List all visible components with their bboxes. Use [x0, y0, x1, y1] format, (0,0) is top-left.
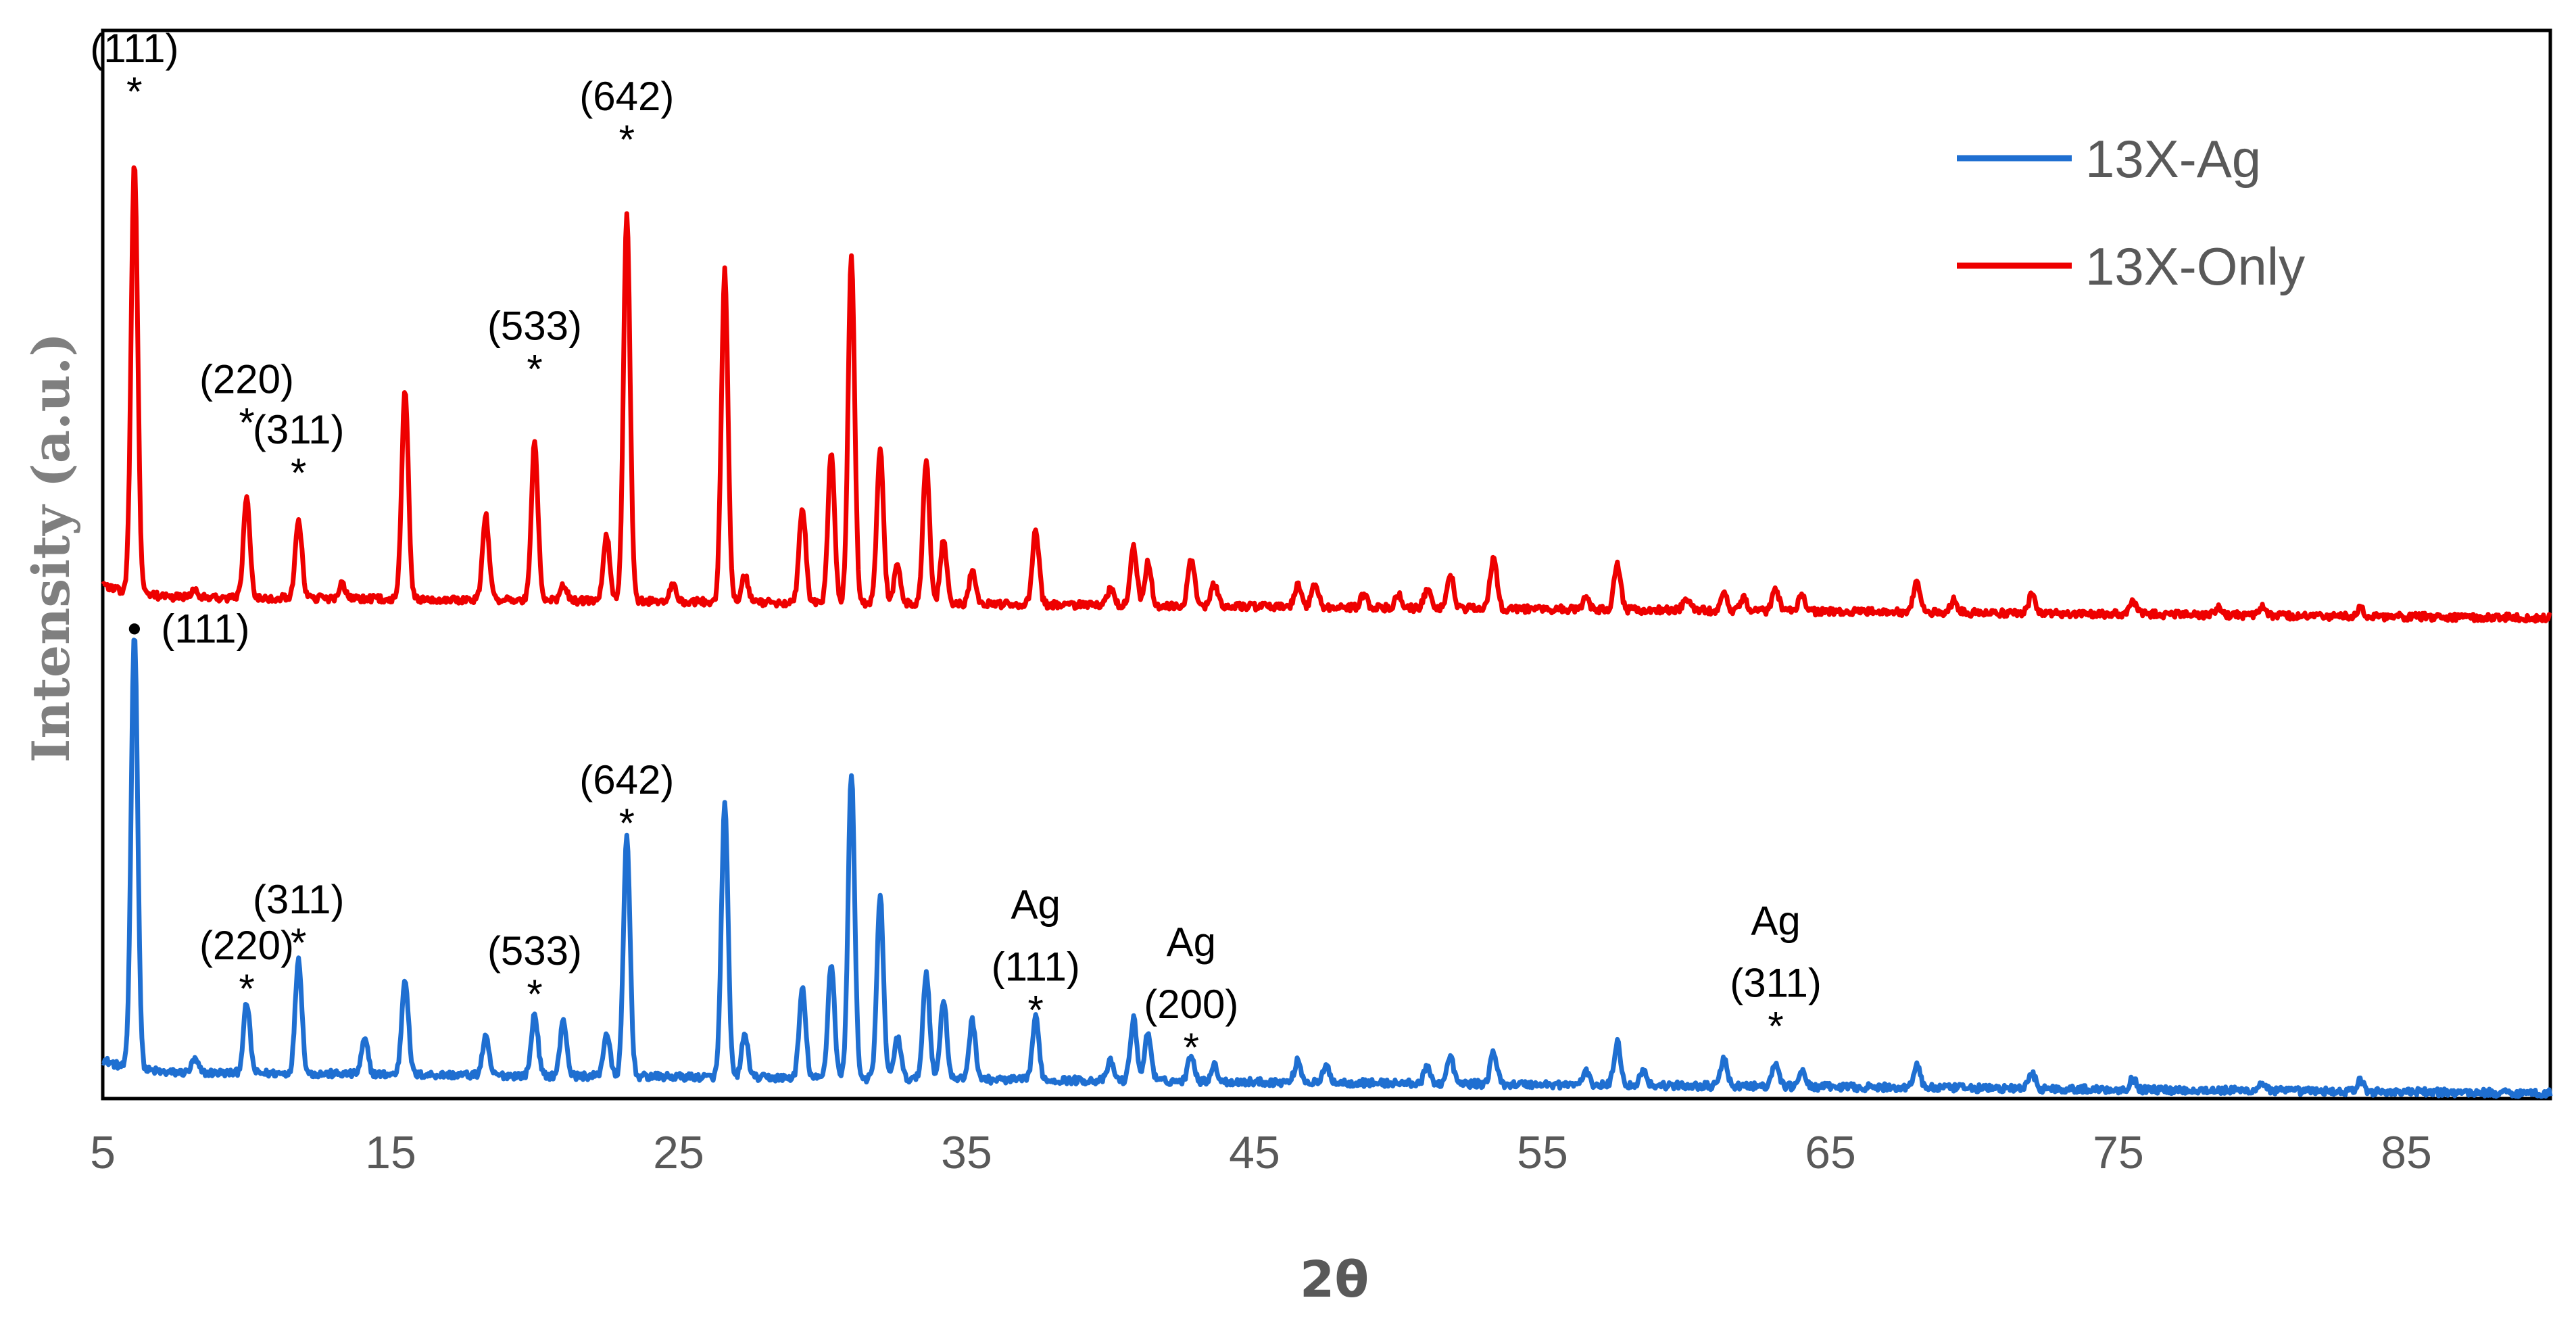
peak-label: (220)	[199, 923, 294, 968]
x-tick-label: 85	[2381, 1127, 2432, 1178]
x-tick-label: 75	[2093, 1127, 2144, 1178]
peak-annotation: * Ag (111)	[992, 882, 1080, 1033]
peak-annotation: *(311)	[253, 877, 345, 965]
peak-label: (200)	[1144, 982, 1238, 1027]
peak-label: (111)	[161, 606, 249, 652]
peak-label: (220)	[199, 357, 294, 402]
y-axis-label: Intensity (a.u.)	[21, 333, 81, 763]
x-tick-label: 65	[1805, 1127, 1856, 1178]
legend-label-13x-ag: 13X-Ag	[2085, 129, 2261, 189]
peak-annotation: *(111)	[90, 26, 178, 114]
peak-label: Ag	[1167, 919, 1216, 965]
legend: 13X-Ag 13X-Only	[1957, 129, 2305, 296]
peak-annotation: * Ag (311)	[1730, 898, 1822, 1049]
peak-label: (642)	[579, 757, 674, 802]
peak-annotation: *(311)	[253, 407, 345, 496]
peak-marker: *	[1768, 1003, 1783, 1049]
peak-annotation: *(642)	[579, 74, 674, 162]
peak-marker: *	[527, 971, 542, 1017]
peak-label: Ag	[1011, 882, 1061, 928]
series-layer	[101, 165, 2553, 1099]
x-tick-label: 45	[1229, 1127, 1280, 1178]
x-tick-label: 35	[941, 1127, 992, 1178]
x-tick-label: 55	[1517, 1127, 1568, 1178]
peak-marker: •	[127, 606, 141, 652]
peak-annotation: *(220)	[199, 923, 294, 1011]
peak-label: (111)	[90, 26, 178, 71]
peak-marker: *	[1184, 1025, 1199, 1070]
x-tick-label: 5	[90, 1127, 116, 1178]
peak-label: (111)	[992, 944, 1080, 990]
peak-marker: *	[291, 920, 306, 965]
peak-annotation: • (111)	[127, 606, 249, 652]
peak-label: (533)	[487, 928, 582, 974]
peak-annotation: * Ag (200)	[1144, 919, 1238, 1070]
peak-label: (642)	[579, 74, 674, 119]
peak-annotation: *(533)	[487, 304, 582, 392]
peak-marker: *	[1028, 988, 1044, 1033]
peak-annotation: *(642)	[579, 757, 674, 846]
peak-label: (533)	[487, 304, 582, 349]
x-axis-label: 2θ	[1300, 1251, 1369, 1309]
peak-annotation: *(533)	[487, 928, 582, 1017]
peak-marker: *	[291, 450, 306, 496]
legend-label-13x-only: 13X-Only	[2085, 237, 2305, 296]
peak-marker: *	[527, 347, 542, 392]
annotation-layer: *(111)*(220)*(311)*(533)*(642)• (111)*(22…	[90, 26, 1822, 1070]
x-tick-label: 15	[365, 1127, 416, 1178]
x-axis-ticks: 5 15 25 35 45 55 65 75 85	[90, 1127, 2432, 1178]
peak-marker: *	[126, 69, 142, 114]
peak-marker: *	[619, 800, 635, 846]
peak-marker: *	[619, 117, 635, 162]
peak-marker: *	[239, 966, 254, 1011]
peak-label: Ag	[1751, 898, 1800, 943]
peak-label: (311)	[1730, 960, 1822, 1005]
peak-annotation: *(220)	[199, 357, 294, 446]
x-tick-label: 25	[653, 1127, 704, 1178]
series-line-13x-only	[101, 165, 2552, 624]
peak-label: (311)	[253, 407, 345, 452]
plot-frame	[101, 28, 2552, 1101]
peak-marker: *	[239, 400, 254, 446]
peak-label: (311)	[253, 877, 345, 922]
series-line-13x-ag	[101, 638, 2553, 1099]
